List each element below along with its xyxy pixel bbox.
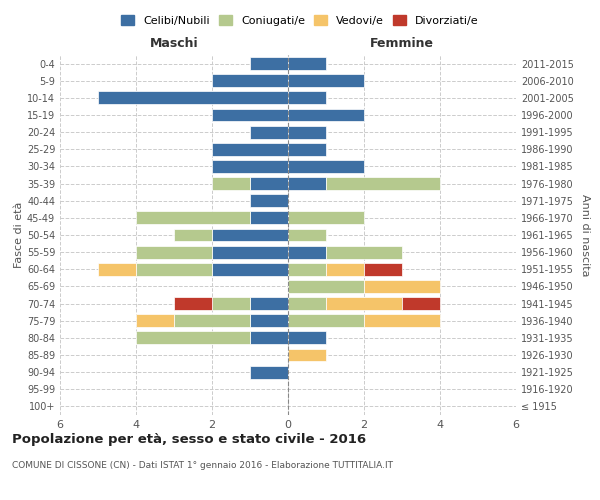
Bar <box>212 177 250 190</box>
Bar <box>288 160 364 173</box>
Bar <box>288 228 326 241</box>
Bar <box>288 177 326 190</box>
Bar <box>136 314 174 327</box>
Text: COMUNE DI CISSONE (CN) - Dati ISTAT 1° gennaio 2016 - Elaborazione TUTTITALIA.IT: COMUNE DI CISSONE (CN) - Dati ISTAT 1° g… <box>12 460 393 469</box>
Bar <box>174 297 212 310</box>
Bar <box>250 177 288 190</box>
Bar <box>402 297 440 310</box>
Bar <box>212 263 288 276</box>
Bar <box>98 92 288 104</box>
Legend: Celibi/Nubili, Coniugati/e, Vedovi/e, Divorziati/e: Celibi/Nubili, Coniugati/e, Vedovi/e, Di… <box>117 10 483 30</box>
Bar <box>288 74 364 87</box>
Bar <box>250 194 288 207</box>
Bar <box>250 332 288 344</box>
Bar <box>364 280 440 293</box>
Bar <box>326 297 402 310</box>
Bar <box>326 263 364 276</box>
Bar <box>288 246 326 258</box>
Bar <box>250 57 288 70</box>
Bar <box>250 366 288 378</box>
Bar <box>250 297 288 310</box>
Bar <box>288 108 364 122</box>
Bar <box>288 92 326 104</box>
Bar <box>364 263 402 276</box>
Bar <box>288 297 326 310</box>
Bar <box>288 57 326 70</box>
Bar <box>212 297 250 310</box>
Bar <box>98 263 136 276</box>
Text: Femmine: Femmine <box>370 37 434 50</box>
Bar <box>174 314 250 327</box>
Bar <box>136 263 212 276</box>
Bar <box>288 332 326 344</box>
Bar <box>250 212 288 224</box>
Bar <box>288 212 364 224</box>
Bar <box>136 246 212 258</box>
Bar <box>212 160 288 173</box>
Bar <box>288 348 326 362</box>
Y-axis label: Fasce di età: Fasce di età <box>14 202 24 268</box>
Bar <box>250 314 288 327</box>
Bar <box>136 212 250 224</box>
Text: Popolazione per età, sesso e stato civile - 2016: Popolazione per età, sesso e stato civil… <box>12 432 366 446</box>
Bar <box>326 177 440 190</box>
Text: Maschi: Maschi <box>149 37 199 50</box>
Y-axis label: Anni di nascita: Anni di nascita <box>580 194 590 276</box>
Bar <box>288 143 326 156</box>
Bar <box>250 126 288 138</box>
Bar <box>136 332 250 344</box>
Bar <box>212 143 288 156</box>
Bar <box>288 280 364 293</box>
Bar <box>288 126 326 138</box>
Bar <box>288 263 326 276</box>
Bar <box>212 246 288 258</box>
Bar <box>288 314 364 327</box>
Bar <box>212 228 288 241</box>
Bar <box>212 74 288 87</box>
Bar <box>212 108 288 122</box>
Bar <box>174 228 212 241</box>
Bar <box>326 246 402 258</box>
Bar <box>364 314 440 327</box>
